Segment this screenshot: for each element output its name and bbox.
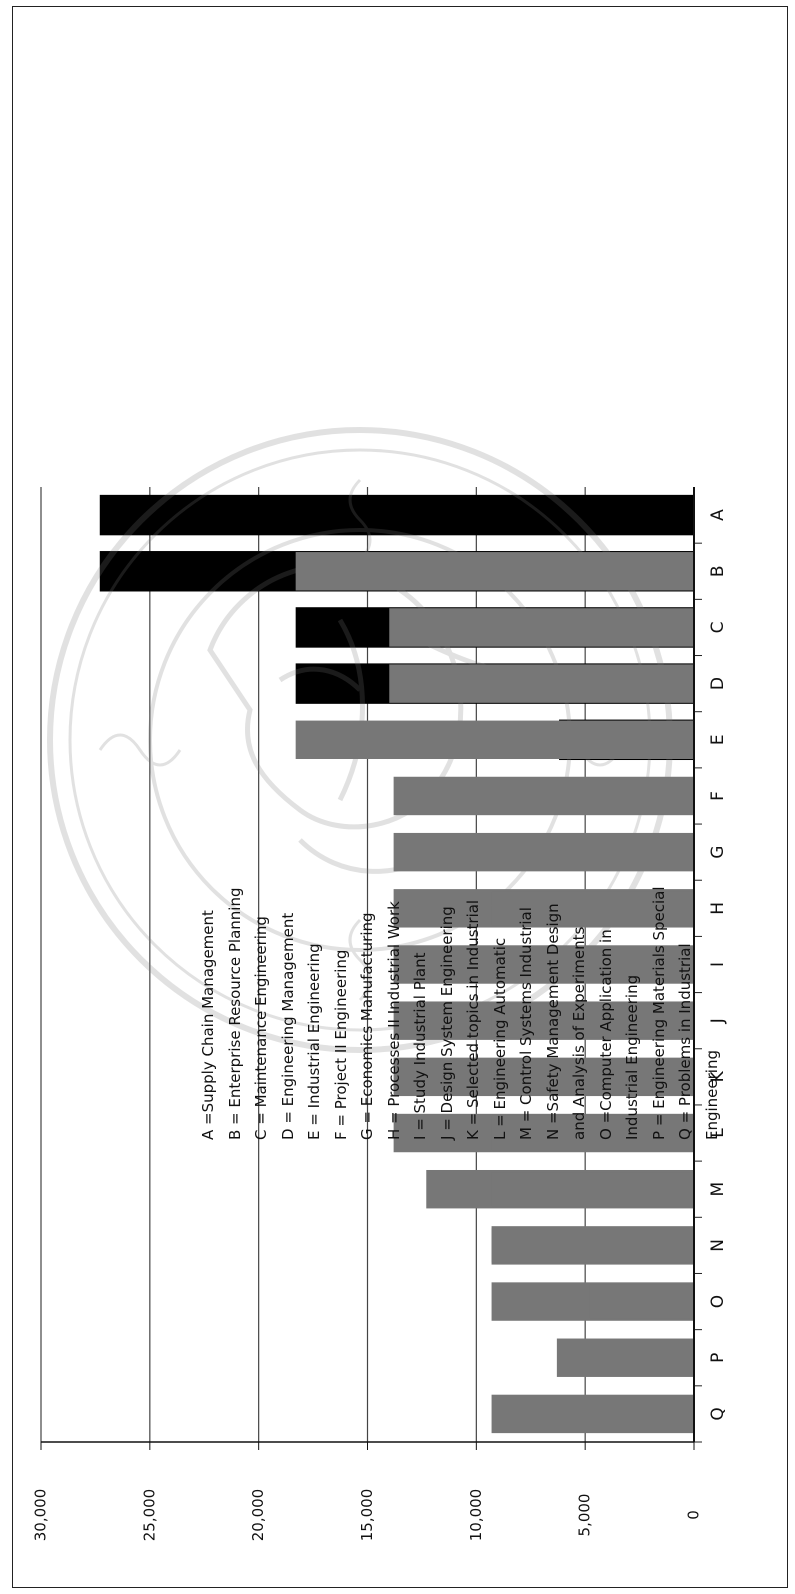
legend-item-g: G = Economics Manufacturing: [358, 912, 376, 1140]
category-label-d: D: [708, 677, 728, 690]
bar-n-s3: [491, 1228, 694, 1263]
category-label-n: N: [708, 1239, 728, 1252]
figure-frame: [12, 6, 788, 1588]
bar-b-s2: [295, 552, 694, 591]
legend-item-j: J = Design System Engineering: [437, 906, 456, 1140]
category-label-k: K: [708, 1070, 728, 1082]
bar-h-s3: [491, 891, 694, 926]
legend-item-h: H = Processes II Industrial Work: [384, 901, 403, 1140]
bar-k-s3: [491, 1059, 694, 1095]
legend-item-b: B = Enterprise Resource Planning: [225, 887, 244, 1141]
legend-item-c: C = Maintenance Engineering: [252, 916, 270, 1140]
legend-item-m: M = Control Systems Industrial: [517, 907, 535, 1140]
category-label-m: M: [708, 1182, 728, 1197]
legend-item-q: Q = Problems in Industrial: [676, 943, 694, 1140]
bars: [99, 494, 694, 1434]
legend-item-i: I = Study Industrial Plant: [411, 952, 429, 1140]
legend-item-o-cont: Industrial Engineering: [623, 974, 641, 1140]
value-tick-label: 25,000: [140, 1489, 158, 1542]
bar-e-s2: [295, 720, 694, 760]
legend-item-q-cont: Engineering: [702, 1050, 721, 1140]
category-label-a: A: [708, 509, 728, 521]
value-tick-label: 0: [685, 1510, 703, 1520]
bar-i-s2: [393, 945, 694, 984]
value-tick-label: 20,000: [249, 1489, 267, 1542]
category-label-c: C: [708, 622, 728, 634]
bar-d-s2: [389, 664, 694, 703]
value-tick-label: 10,000: [467, 1489, 485, 1542]
legend-item-a: A =Supply Chain Management: [199, 910, 217, 1140]
category-label-i: I: [708, 962, 728, 967]
value-tick-label: 5,000: [576, 1494, 594, 1537]
bar-m-s3: [491, 1172, 694, 1207]
legend-item-d: D = Engineering Management: [278, 912, 297, 1140]
bar-f-s2: [393, 776, 694, 816]
category-label-j: J: [708, 1018, 728, 1024]
legend: A =Supply Chain Management B = Enterpris…: [195, 400, 725, 1140]
axes: [40, 487, 702, 1450]
category-label-q: Q: [708, 1407, 728, 1420]
category-label-e: E: [708, 734, 728, 745]
bar-a-s1: [99, 494, 694, 536]
category-label-b: B: [708, 565, 728, 577]
category-label-p: P: [708, 1353, 728, 1363]
bar-c-s2: [389, 608, 694, 647]
legend-item-o: O =Computer Application in: [596, 929, 615, 1140]
bar-o-s3: [589, 1284, 694, 1319]
value-tick-label: 15,000: [358, 1489, 376, 1542]
legend-item-e: E = Industrial Engineering: [305, 943, 323, 1140]
category-label-g: G: [708, 846, 728, 859]
legend-item-f: F = Project II Engineering: [331, 949, 350, 1140]
category-label-o: O: [708, 1295, 728, 1308]
legend-item-p: P = Engineering Materials Special: [649, 886, 668, 1140]
legend-item-n: N =Safety Management Design: [543, 903, 562, 1140]
category-label-l: L: [708, 1128, 728, 1138]
category-label-h: H: [708, 902, 728, 915]
legend-item-n-cont: and Analysis of Experiments: [570, 926, 588, 1140]
bar-q-s2: [491, 1394, 694, 1434]
tick-labels: A B C D E F G H I J K L M N O P Q 0 5,000 10,000 15,000 20,00…: [32, 509, 729, 1541]
category-label-f: F: [708, 791, 728, 801]
bar-p-s2: [556, 1338, 694, 1377]
bar-l-s3: [491, 1115, 694, 1151]
value-tick-label: 30,000: [32, 1489, 50, 1542]
bar-g-s2: [393, 832, 694, 872]
legend-item-l: L = Engineering Automatic: [490, 937, 509, 1140]
bar-j-s3: [491, 1003, 694, 1038]
legend-item-k: K = Selected topics in Industrial: [464, 899, 482, 1140]
